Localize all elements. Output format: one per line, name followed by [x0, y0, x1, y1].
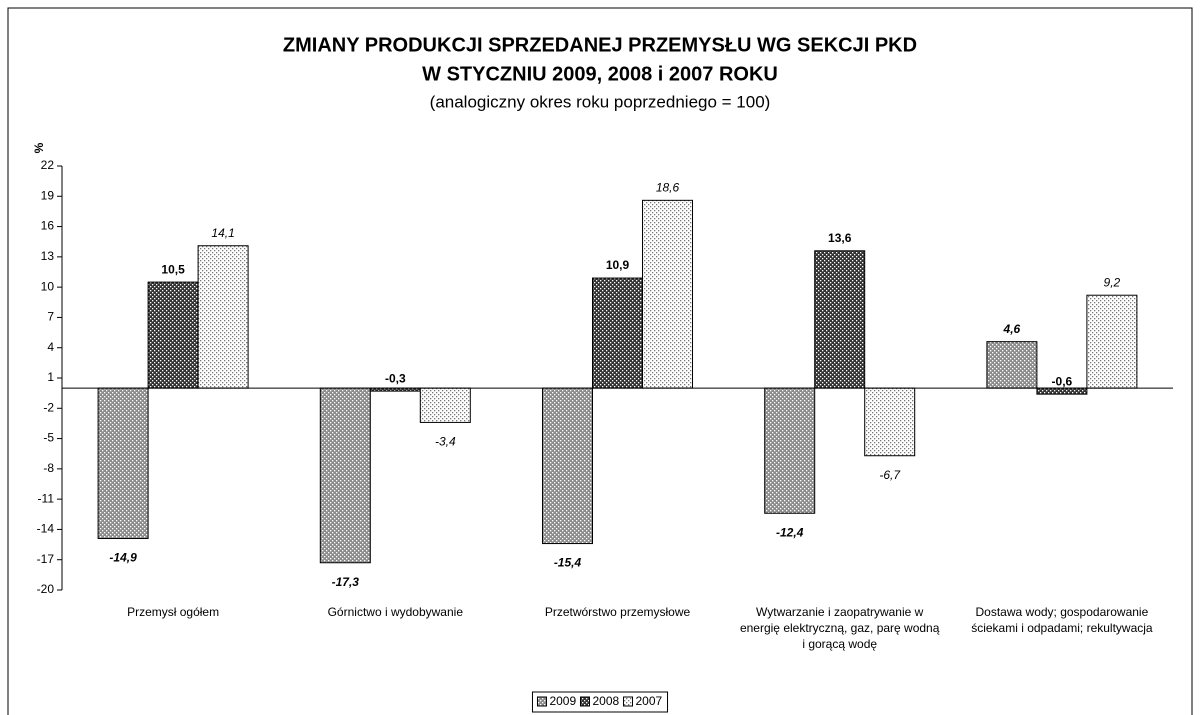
value-label: -17,3	[332, 575, 360, 589]
y-tick-label: 22	[41, 158, 55, 172]
y-tick-label: 10	[41, 279, 55, 293]
y-tick-label: 1	[47, 370, 54, 384]
value-label: 9,2	[1104, 275, 1121, 289]
y-tick-label: 19	[41, 188, 55, 202]
bar	[1086, 294, 1138, 389]
chart-subtitle: (analogiczny okres roku poprzedniego = 1…	[430, 92, 771, 111]
y-tick-label: 7	[47, 310, 54, 324]
bar	[319, 387, 371, 564]
bar	[814, 250, 866, 389]
value-label: -0,6	[1052, 374, 1073, 388]
bar	[592, 277, 643, 389]
chart-title: ZMIANY PRODUKCJI SPRZEDANEJ PRZEMYSŁU WG…	[283, 34, 917, 56]
legend-swatch	[623, 696, 634, 707]
value-label: 14,1	[211, 226, 234, 240]
y-tick-label: 13	[41, 249, 55, 263]
y-tick-label: -20	[37, 582, 55, 596]
bar	[197, 245, 249, 389]
y-tick-label: -5	[43, 431, 54, 445]
bar	[1036, 387, 1088, 395]
bar	[419, 387, 471, 423]
x-tick-label: Dostawa wody; gospodarowanie ściekami i …	[971, 605, 1153, 635]
legend-box	[531, 691, 669, 713]
bar	[97, 387, 149, 540]
bar	[986, 341, 1038, 389]
legend-swatch	[536, 696, 547, 707]
value-label: 4,6	[1003, 322, 1021, 336]
bar	[764, 387, 816, 514]
legend-label: 2009	[549, 694, 576, 708]
x-tick-label: Górnictwo i wydobywanie	[327, 605, 463, 619]
value-label: -12,4	[776, 525, 804, 539]
x-tick-label: Przemysł ogółem	[127, 605, 220, 619]
bar	[147, 281, 199, 389]
bar	[542, 387, 593, 545]
bar	[642, 199, 693, 389]
value-label: -3,4	[435, 435, 456, 449]
y-tick-label: -11	[38, 491, 55, 505]
bar	[864, 387, 916, 457]
y-tick-label: -2	[43, 400, 54, 414]
x-tick-label: Wytwarzanie i zaopatrywanie w energię el…	[739, 605, 940, 651]
value-label: 18,6	[656, 180, 680, 194]
y-tick-label: -17	[37, 552, 55, 566]
y-tick-label: -14	[37, 522, 55, 536]
value-label: 10,9	[606, 258, 630, 272]
y-tick-label: 16	[41, 219, 55, 233]
chart-title: W STYCZNIU 2009, 2008 i 2007 ROKU	[422, 63, 778, 85]
legend-label: 2008	[592, 694, 619, 708]
y-tick-label: 4	[47, 340, 54, 354]
value-label: -6,7	[879, 468, 901, 482]
value-label: -15,4	[554, 556, 582, 570]
y-axis-label: %	[32, 142, 46, 153]
value-label: 13,6	[828, 231, 852, 245]
x-tick-label: Przetwórstwo przemysłowe	[544, 605, 691, 619]
y-tick-label: -8	[43, 461, 54, 475]
value-label: -14,9	[109, 551, 137, 565]
legend-swatch	[579, 696, 590, 707]
legend-label: 2007	[636, 694, 663, 708]
legend: 2009 2008 2007	[531, 691, 669, 713]
value-label: 10,5	[161, 262, 185, 276]
value-label: -0,3	[385, 371, 406, 385]
